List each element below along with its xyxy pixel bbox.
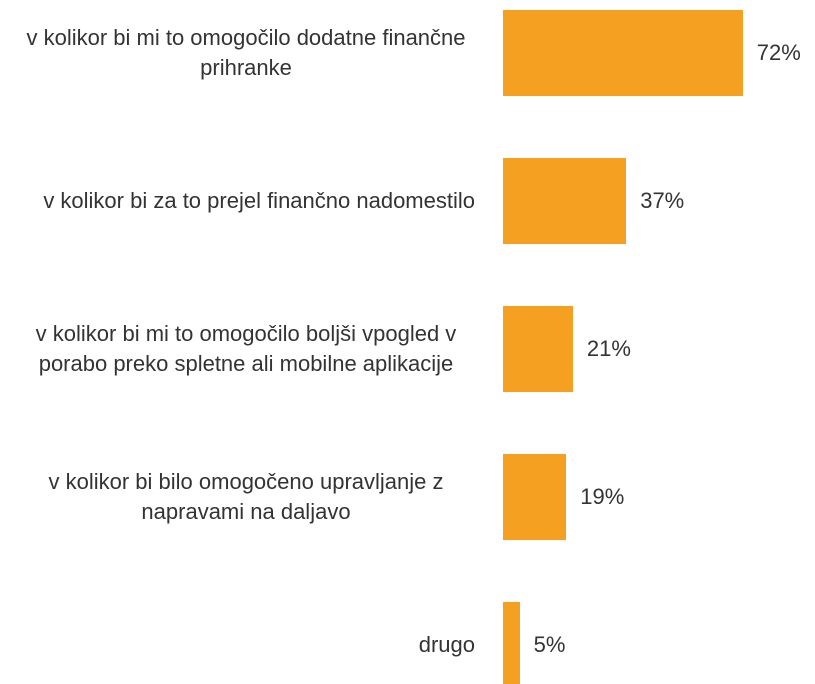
category-label: v kolikor bi mi to omogočilo dodatne fin… bbox=[5, 10, 475, 96]
value-label: 37% bbox=[640, 158, 684, 244]
value-label: 21% bbox=[587, 306, 631, 392]
bar bbox=[503, 602, 520, 684]
category-label-text: drugo bbox=[418, 632, 475, 657]
category-label: v kolikor bi za to prejel finančno nadom… bbox=[5, 158, 475, 244]
category-label-text: v kolikor bi mi to omogočilo boljši vpog… bbox=[35, 321, 457, 376]
bar bbox=[503, 454, 567, 540]
category-label-text: v kolikor bi za to prejel finančno nadom… bbox=[43, 188, 475, 213]
value-label: 5% bbox=[534, 602, 566, 684]
value-label-text: 5% bbox=[533, 632, 566, 657]
category-label: v kolikor bi mi to omogočilo boljši vpog… bbox=[5, 306, 475, 392]
category-label: v kolikor bi bilo omogočeno upravljanje … bbox=[5, 454, 475, 540]
bar bbox=[503, 306, 573, 392]
value-label: 72% bbox=[757, 10, 801, 96]
value-label-text: 21% bbox=[586, 336, 631, 361]
category-label-text: v kolikor bi bilo omogočeno upravljanje … bbox=[48, 469, 444, 524]
value-label-text: 72% bbox=[756, 40, 801, 65]
value-label-text: 37% bbox=[640, 188, 685, 213]
category-label: drugo bbox=[5, 602, 475, 684]
category-label-text: v kolikor bi mi to omogočilo dodatne fin… bbox=[26, 25, 466, 80]
bar bbox=[503, 158, 627, 244]
value-label-text: 19% bbox=[580, 484, 625, 509]
value-label: 19% bbox=[580, 454, 624, 540]
bar bbox=[503, 10, 743, 96]
